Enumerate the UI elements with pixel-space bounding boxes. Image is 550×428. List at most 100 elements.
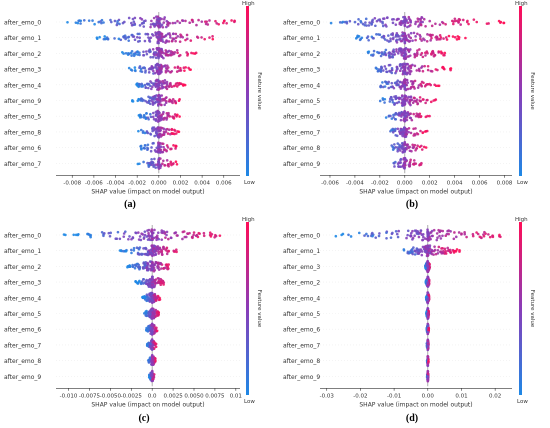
shap-point (413, 53, 417, 57)
shap-point (140, 85, 143, 88)
shap-point (395, 33, 398, 37)
shap-point (426, 234, 429, 238)
shap-point (404, 114, 408, 118)
feature-label: after_emo_5 (4, 114, 41, 121)
shap-point (482, 234, 486, 238)
shap-point (159, 132, 162, 136)
x-tick-label: 0.008 (497, 180, 513, 186)
shap-point (157, 247, 161, 251)
shap-point (166, 69, 170, 73)
shap-point (133, 263, 137, 267)
shap-point (419, 163, 423, 166)
shap-point (371, 54, 375, 57)
shap-point (140, 82, 143, 86)
shap-point (415, 112, 418, 115)
shap-point (153, 157, 156, 161)
shap-point (163, 164, 166, 167)
shap-point (218, 234, 222, 237)
x-tick-label: -0.0075 (79, 393, 101, 399)
shap-point (435, 232, 439, 235)
shap-point (437, 51, 441, 54)
shap-point (148, 277, 152, 281)
shap-point (385, 237, 388, 240)
shap-point (391, 98, 394, 102)
shap-point (378, 232, 381, 235)
shap-point (403, 149, 406, 153)
shap-point (420, 144, 423, 148)
shap-point (139, 252, 143, 256)
shap-point (156, 15, 160, 18)
shap-point (379, 20, 382, 23)
shap-point (147, 95, 150, 99)
feature-label: after_emo_6 (4, 145, 41, 152)
shap-point (160, 50, 164, 54)
shap-point (121, 21, 125, 25)
shap-point (379, 54, 383, 58)
shap-point (66, 21, 69, 24)
shap-point (426, 114, 429, 118)
shap-point (449, 67, 452, 71)
feature-label: after_emo_4 (283, 295, 320, 302)
feature-label: after_emo_1 (4, 248, 41, 255)
shap-point (150, 371, 154, 374)
shap-point (383, 38, 387, 41)
shap-point (418, 69, 421, 73)
x-tick-label: 0.0025 (163, 393, 183, 399)
shap-point (165, 53, 169, 57)
shap-point (402, 128, 406, 131)
shap-point (157, 129, 161, 133)
shap-point (402, 103, 405, 107)
shap-point (406, 143, 409, 146)
shap-point (164, 49, 168, 52)
shap-point (155, 78, 158, 82)
feature-label: after_emo_8 (4, 358, 41, 365)
shap-point (174, 145, 178, 148)
shap-point (181, 237, 184, 241)
shap-point (162, 86, 165, 89)
shap-point (150, 323, 153, 327)
shap-point (413, 143, 417, 147)
shap-point (138, 24, 142, 27)
shap-point (416, 144, 419, 148)
shap-point (176, 66, 180, 70)
shap-point (154, 357, 157, 361)
shap-point (171, 21, 175, 25)
shap-point (408, 39, 412, 43)
shap-point (161, 40, 165, 43)
feature-label: after_emo_7 (4, 342, 41, 349)
feature-label: after_emo_3 (283, 264, 320, 271)
shap-point (137, 263, 141, 267)
shap-point (149, 132, 152, 136)
shap-point (162, 56, 165, 60)
shap-point (139, 238, 143, 242)
shap-point (138, 51, 141, 54)
shap-point (415, 98, 419, 101)
shap-point (142, 50, 145, 54)
shap-point (157, 252, 160, 255)
shap-point (397, 165, 401, 168)
shap-point (162, 21, 166, 24)
shap-point (76, 233, 80, 237)
shap-point (166, 163, 170, 166)
shap-point (129, 68, 133, 72)
shap-point (137, 231, 140, 234)
shap-point (162, 245, 165, 249)
shap-point (133, 38, 137, 42)
shap-point (159, 261, 162, 265)
shap-point (171, 37, 175, 40)
shap-point (454, 235, 458, 239)
shap-point (398, 64, 402, 68)
shap-point (171, 162, 175, 166)
shap-point (165, 118, 168, 121)
shap-point (189, 39, 193, 42)
shap-point (455, 38, 459, 41)
colorbar-low-label: Low (244, 399, 255, 405)
shap-point (162, 133, 165, 136)
shap-point (420, 16, 423, 19)
shap-point (178, 98, 181, 101)
shap-point (404, 56, 408, 59)
shap-point (141, 266, 145, 270)
feature-label: after_emo_0 (4, 20, 41, 27)
x-axis-label: SHAP value (impact on model output) (91, 401, 204, 408)
shap-point (143, 83, 147, 87)
